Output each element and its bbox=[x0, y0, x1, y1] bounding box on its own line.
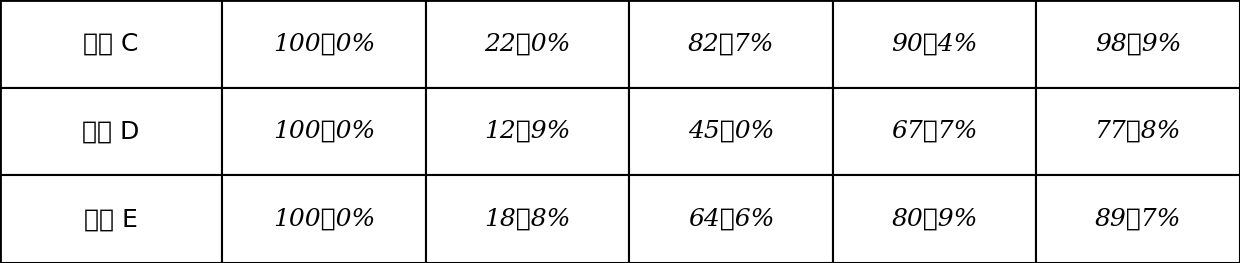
Bar bbox=[425, 0, 629, 88]
Bar bbox=[1037, 88, 1240, 175]
Bar bbox=[222, 0, 425, 88]
Bar bbox=[833, 88, 1037, 175]
Bar bbox=[833, 0, 1037, 88]
Text: 82．7%: 82．7% bbox=[688, 32, 774, 55]
Bar bbox=[0, 175, 222, 263]
Text: 22．0%: 22．0% bbox=[485, 32, 570, 55]
Text: 77．8%: 77．8% bbox=[1095, 120, 1182, 143]
Bar bbox=[629, 0, 833, 88]
Text: 80．9%: 80．9% bbox=[892, 208, 978, 231]
Bar bbox=[425, 88, 629, 175]
Text: 45．0%: 45．0% bbox=[688, 120, 774, 143]
Text: 90．4%: 90．4% bbox=[892, 32, 978, 55]
Text: 64．6%: 64．6% bbox=[688, 208, 774, 231]
Bar bbox=[1037, 175, 1240, 263]
Bar bbox=[222, 88, 425, 175]
Text: 67．7%: 67．7% bbox=[892, 120, 978, 143]
Text: 堆垃 E: 堆垃 E bbox=[84, 207, 138, 231]
Text: 98．9%: 98．9% bbox=[1095, 32, 1182, 55]
Text: 18．8%: 18．8% bbox=[485, 208, 570, 231]
Text: 12．9%: 12．9% bbox=[485, 120, 570, 143]
Bar bbox=[833, 175, 1037, 263]
Bar bbox=[629, 88, 833, 175]
Text: 堆垃 C: 堆垃 C bbox=[83, 32, 139, 56]
Bar bbox=[425, 175, 629, 263]
Text: 100．0%: 100．0% bbox=[273, 120, 374, 143]
Text: 堆垃 D: 堆垃 D bbox=[82, 119, 140, 144]
Bar bbox=[1037, 0, 1240, 88]
Bar bbox=[0, 0, 222, 88]
Text: 100．0%: 100．0% bbox=[273, 208, 374, 231]
Bar bbox=[0, 88, 222, 175]
Text: 100．0%: 100．0% bbox=[273, 32, 374, 55]
Text: 89．7%: 89．7% bbox=[1095, 208, 1182, 231]
Bar bbox=[222, 175, 425, 263]
Bar bbox=[629, 175, 833, 263]
